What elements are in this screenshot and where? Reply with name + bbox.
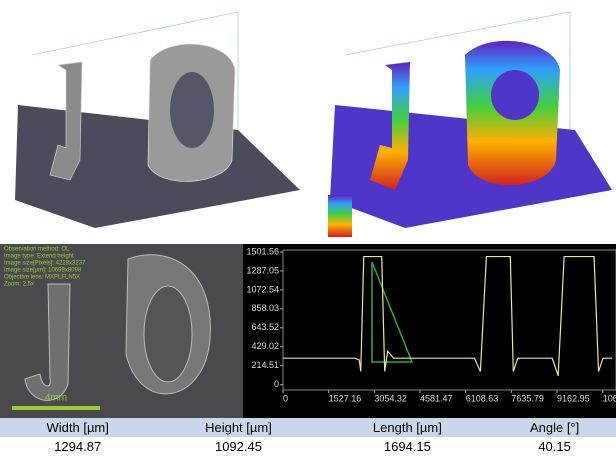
x-tick-label: 7635.79 [511,393,544,403]
x-tick-label: 0 [283,393,288,403]
y-tick-label: 858.03 [251,303,279,313]
scale-label: 4mm [45,393,67,404]
x-tick-label: 10690.11 [603,393,616,403]
scale-bar [12,406,100,410]
value-cell: 1294.87 [0,437,156,456]
info-line: Observation method: OL [4,247,70,253]
render-gray [15,11,300,228]
profile-line [283,255,612,377]
header-cell: Width [µm] [0,418,156,437]
x-tick-label: 6108.63 [466,393,499,403]
y-tick-label: 1501.56 [246,246,279,256]
header-cell: Length [µm] [321,418,494,437]
y-tick-label: 214.51 [251,360,279,370]
info-line: Zoom: 2.5x [4,282,34,288]
y-tick-label: 643.52 [251,322,279,332]
info-line: Objective lens: MXPLFLN5X [4,275,80,281]
value-cell: 40.15 [493,437,616,456]
x-tick-label: 4581.47 [420,393,453,403]
y-tick-label: 0 [274,379,279,389]
x-tick-label: 9162.95 [557,393,590,403]
x-tick-label: 3054.32 [374,393,407,403]
info-line: Image type: Extend height [4,254,74,260]
profile-chart: 0 214.51 429.02 643.52 858.03 1072.54 1287.05 1… [243,244,616,418]
info-line: Image size[Pixels]: 4228x3237 [4,261,86,267]
info-line: Image size[µm]: 10698x8098 [4,268,82,274]
results-table: Width [µm] Height [µm] Length [µm] Angle [°… [0,418,616,456]
header-cell: Angle [°] [493,418,616,437]
x-tick-label: 1527.16 [329,393,362,403]
3d-renders [15,11,612,237]
value-cell: 1694.15 [321,437,494,456]
value-cell: 1092.45 [155,437,322,456]
header-cell: Height [µm] [155,418,322,437]
render-color [328,11,612,237]
y-tick-label: 1287.05 [246,265,279,275]
angle-triangle [371,261,414,363]
y-tick-label: 1072.54 [246,284,279,294]
y-tick-label: 429.02 [251,341,279,351]
